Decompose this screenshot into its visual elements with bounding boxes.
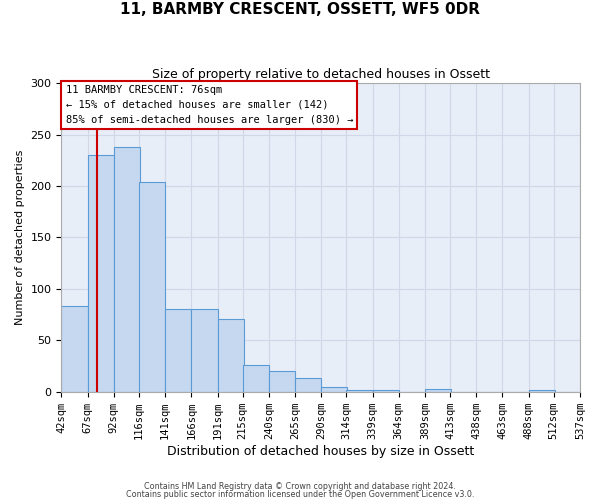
Bar: [165, 310, 191, 392]
Bar: [346, 390, 373, 392]
Text: Contains public sector information licensed under the Open Government Licence v3: Contains public sector information licen…: [126, 490, 474, 499]
Bar: [529, 390, 555, 392]
Bar: [242, 365, 269, 392]
Bar: [269, 371, 295, 392]
Text: Contains HM Land Registry data © Crown copyright and database right 2024.: Contains HM Land Registry data © Crown c…: [144, 482, 456, 491]
Bar: [373, 390, 399, 392]
Y-axis label: Number of detached properties: Number of detached properties: [15, 150, 25, 325]
X-axis label: Distribution of detached houses by size in Ossett: Distribution of detached houses by size …: [167, 444, 475, 458]
Bar: [61, 306, 88, 392]
Bar: [321, 386, 347, 392]
Title: Size of property relative to detached houses in Ossett: Size of property relative to detached ho…: [152, 68, 490, 80]
Bar: [139, 182, 165, 392]
Text: 11 BARMBY CRESCENT: 76sqm
← 15% of detached houses are smaller (142)
85% of semi: 11 BARMBY CRESCENT: 76sqm ← 15% of detac…: [65, 85, 353, 124]
Bar: [218, 318, 244, 392]
Text: 11, BARMBY CRESCENT, OSSETT, WF5 0DR: 11, BARMBY CRESCENT, OSSETT, WF5 0DR: [120, 2, 480, 18]
Bar: [88, 155, 114, 392]
Bar: [295, 378, 321, 392]
Bar: [191, 310, 218, 392]
Bar: [425, 388, 451, 392]
Bar: [114, 147, 140, 392]
